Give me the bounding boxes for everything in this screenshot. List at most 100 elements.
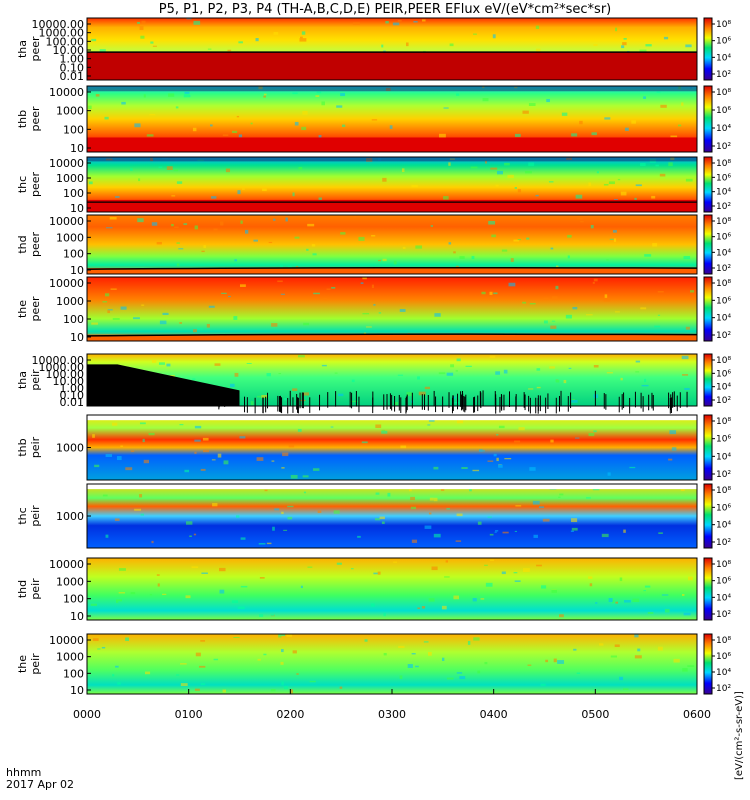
- thc-peir-blank-strip: [87, 484, 697, 490]
- spectrogram-thd-peir: [87, 558, 697, 620]
- tha-peir-gap-line: [278, 396, 280, 412]
- colorbar-thd-peer: 10⁸ 10⁶ 10⁴ 10²: [703, 214, 731, 275]
- tha-peir-gap-line: [262, 397, 264, 414]
- spectrogram-thd-peer: [87, 215, 697, 274]
- tha-peir-gap-line: [349, 391, 351, 408]
- tha-peir-gap-line: [515, 394, 517, 410]
- colorbar-tick-label: 10²: [716, 610, 731, 620]
- panel-the-peir: the peir 10000 1000 100 10 10⁸ 10⁶ 10⁴ 10²: [16, 633, 731, 697]
- tha-peir-gap-line: [218, 393, 220, 410]
- colorbar-tick-label: 10⁶: [716, 577, 731, 587]
- colorbar-scale: [703, 557, 713, 621]
- spectrogram-thb-peir: [87, 415, 697, 480]
- tha-peir-gap-line: [686, 391, 688, 408]
- ytick-label: 1000: [56, 231, 84, 244]
- tha-peir-gap-line: [217, 390, 219, 407]
- ytick-label: 10: [70, 610, 84, 623]
- tha-peir-gap-line: [621, 394, 623, 410]
- tha-peir-gap-line: [299, 392, 301, 409]
- ytick-label: 0.01: [60, 396, 85, 409]
- colorbar-tick-label: 10²: [716, 538, 731, 548]
- colorbar-tick-label: 10⁶: [716, 503, 731, 513]
- panel-thc-peer: thc peer 10000 1000 100 10 10⁸ 10⁶ 10⁴ 10²: [16, 156, 731, 215]
- ylabel-inst-thc-peir: peir: [29, 505, 42, 527]
- xtick-label: 0200: [276, 708, 304, 721]
- tha-peir-gap-line: [528, 395, 530, 412]
- panel-thd-peir: thd peir 10000 1000 100 10 10⁸ 10⁶ 10⁴ 10²: [16, 557, 731, 623]
- colorbar-scale: [703, 633, 713, 695]
- tha-peir-gap-line: [358, 396, 360, 413]
- colorbar-scale: [703, 414, 713, 481]
- colorbar-tick-label: 10⁸: [716, 217, 731, 227]
- tha-peir-gap-line: [495, 394, 497, 410]
- ylabel-inst-thd-peir: peir: [29, 578, 42, 600]
- xtick-label: 0300: [378, 708, 406, 721]
- colorbar-tick-label: 10⁸: [716, 636, 731, 646]
- tha-peir-gap-line: [391, 394, 393, 411]
- ylabel-sat-thd-peir: thd: [16, 580, 29, 598]
- tha-peir-gap-line: [482, 390, 484, 407]
- tha-peir-low-count-region: [87, 364, 240, 406]
- tha-peir-gap-line: [523, 392, 525, 408]
- tha-peir-gap-line: [394, 395, 396, 412]
- ytick-label: 10000: [49, 157, 84, 170]
- colorbar-tick-label: 10²: [716, 142, 731, 152]
- tha-peir-gap-line: [503, 394, 505, 411]
- ytick-label: 0.10: [60, 61, 85, 74]
- tha-peir-gap-line: [398, 394, 400, 411]
- tha-peir-gap-line: [319, 394, 321, 411]
- ytick-label: 1000: [56, 442, 84, 455]
- colorbar-tick-label: 10⁶: [716, 369, 731, 379]
- ylabel-sat-thc-peer: thc: [16, 176, 29, 193]
- tha-peir-gap-line: [383, 394, 385, 410]
- colorbar-tick-label: 10⁶: [716, 435, 731, 445]
- spectrogram-the-peir: [87, 634, 697, 694]
- tha-peir-gap-line: [623, 392, 625, 409]
- tha-peir-gap-line: [634, 391, 636, 408]
- tha-peir-gap-line: [265, 396, 267, 413]
- colorbar-tick-label: 10⁴: [716, 593, 731, 603]
- tha-peir-gap-line: [460, 391, 462, 407]
- tha-peir-gap-line: [648, 394, 650, 411]
- colorbar-tick-label: 10⁴: [716, 383, 731, 393]
- colorbar-scale: [703, 85, 713, 153]
- tha-peir-gap-line: [301, 392, 303, 409]
- tha-peir-gap-line: [670, 397, 672, 414]
- tha-peer-low-energy-band: [87, 52, 697, 80]
- tha-peir-gap-line: [427, 395, 429, 411]
- frame-thb-peer: [86, 85, 698, 153]
- colorbar-scale: [703, 214, 713, 275]
- ytick-label: 0.10: [60, 389, 85, 402]
- ylabel-sat-thb-peir: thb: [16, 438, 29, 456]
- colorbar-thc-peer: 10⁸ 10⁶ 10⁴ 10²: [703, 156, 731, 213]
- tha-peir-gap-line: [400, 397, 402, 413]
- ytick-label: 10000: [49, 215, 84, 228]
- ylabel-sat-thc-peir: thc: [16, 507, 29, 524]
- thd-peer-low-energy-band: [87, 268, 697, 274]
- frame-tha-peer: [86, 17, 698, 81]
- colorbar-tha-peir: 10⁸ 10⁶ 10⁴ 10²: [703, 353, 731, 407]
- tha-peir-gap-line: [448, 392, 450, 408]
- tha-peir-gap-line: [670, 394, 672, 410]
- ylabel-inst-thb-peer: peer: [29, 106, 42, 132]
- panel-thd-peer: thd peer 10000 1000 100 10 10⁸ 10⁶ 10⁴ 10²: [16, 214, 731, 277]
- colorbar-scale: [703, 353, 713, 407]
- colorbar-thc-peir: 10⁸ 10⁶ 10⁴ 10²: [703, 483, 731, 549]
- texture-thc-peir: [102, 484, 685, 545]
- colorbar-tick-label: 10⁸: [716, 88, 731, 98]
- colorbar-tick-label: 10⁸: [716, 20, 731, 30]
- tha-peir-gap-line: [474, 396, 476, 413]
- panel-thb-peir: thb peir 1000 10⁸ 10⁶ 10⁴ 10²: [16, 414, 731, 481]
- colorbar-tick-label: 10²: [716, 470, 731, 480]
- x-axis: 0000 0100 0200 0300 0400 0500 0600: [73, 689, 711, 721]
- tha-peir-gap-line: [679, 392, 681, 408]
- frame-thc-peer: [86, 156, 698, 213]
- ytick-label: 100: [63, 187, 84, 200]
- tha-peir-gap-line: [509, 391, 511, 407]
- tha-peir-gap-line: [642, 396, 644, 412]
- tha-peir-gap-line: [539, 395, 541, 412]
- colorbar-tick-label: 10⁶: [716, 296, 731, 306]
- colorbar-scale: [703, 483, 713, 549]
- colorbar-thb-peir: 10⁸ 10⁶ 10⁴ 10²: [703, 414, 731, 481]
